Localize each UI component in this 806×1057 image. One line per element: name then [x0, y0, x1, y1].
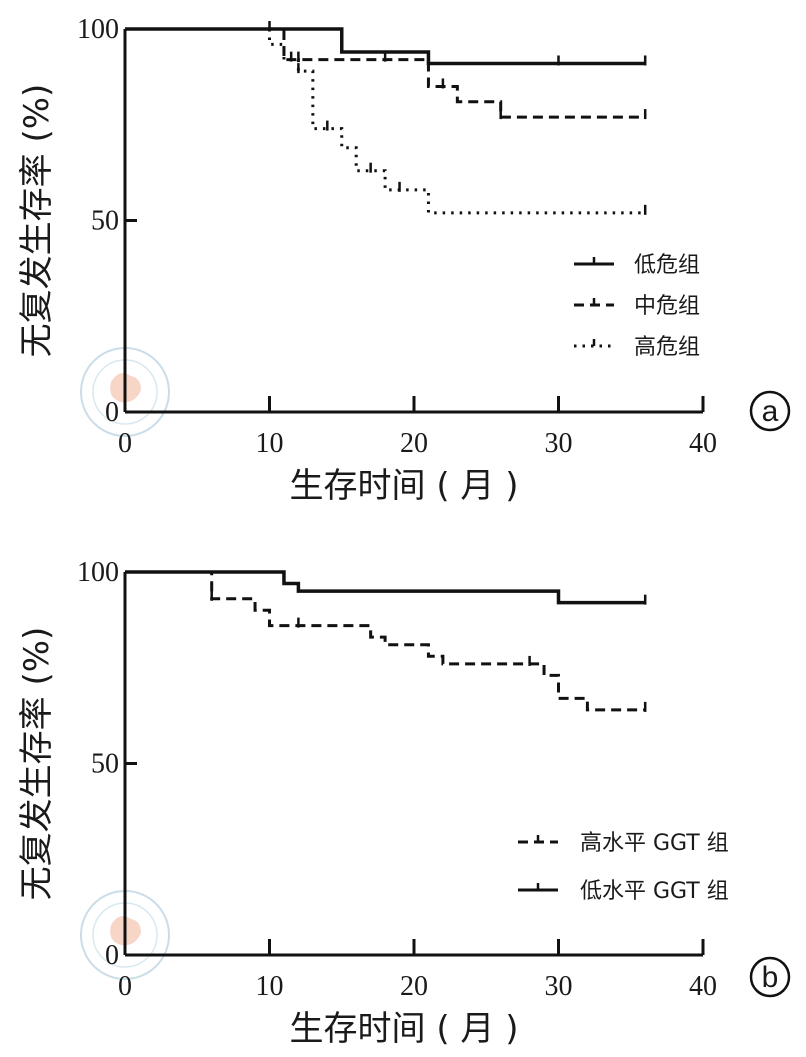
x-tick-label: 30	[545, 971, 573, 1002]
y-tick-label: 0	[105, 940, 119, 971]
survival-curve	[125, 570, 646, 605]
series-0: 低危组	[125, 27, 700, 278]
y-tick-label: 0	[105, 397, 119, 428]
legend-label: 高危组	[634, 335, 700, 360]
y-tick-label: 100	[77, 14, 119, 45]
survival-curve	[125, 27, 646, 119]
x-tick-label: 0	[118, 428, 132, 459]
y-tick-label: 50	[91, 749, 119, 780]
legend-label: 低水平 GGT 组	[580, 879, 729, 904]
x-tick-label: 20	[400, 971, 428, 1002]
panel-label-circle	[749, 390, 791, 432]
legend-label: 中危组	[634, 294, 700, 319]
series-1: 低水平 GGT 组	[125, 570, 729, 904]
series-0: 高水平 GGT 组	[125, 570, 729, 856]
y-axis-title: 无复发生存率 (%)	[17, 627, 57, 901]
x-axis-title: 生存时间 ( 月 )	[290, 466, 519, 506]
x-axis-title: 生存时间 ( 月 )	[290, 1009, 519, 1049]
x-tick-label: 20	[400, 428, 428, 459]
legend-label: 高水平 GGT 组	[580, 831, 729, 856]
panel-label: a	[762, 395, 779, 428]
x-tick-label: 30	[545, 428, 573, 459]
survival-curve	[125, 27, 646, 215]
survival-curve	[125, 570, 646, 712]
panel-label-circle	[749, 956, 791, 998]
x-tick-label: 40	[689, 428, 717, 459]
series-2: 高危组	[125, 27, 700, 360]
x-tick-label: 40	[689, 971, 717, 1002]
legend-label: 低危组	[634, 253, 700, 278]
panel-label: b	[762, 961, 779, 994]
x-tick-label: 10	[256, 428, 284, 459]
y-axis-title: 无复发生存率 (%)	[17, 84, 57, 358]
x-tick-label: 0	[118, 971, 132, 1002]
x-tick-label: 10	[256, 971, 284, 1002]
y-tick-label: 100	[77, 557, 119, 588]
y-tick-label: 50	[91, 206, 119, 237]
watermark-seal	[80, 890, 170, 980]
series-1: 中危组	[125, 21, 700, 319]
